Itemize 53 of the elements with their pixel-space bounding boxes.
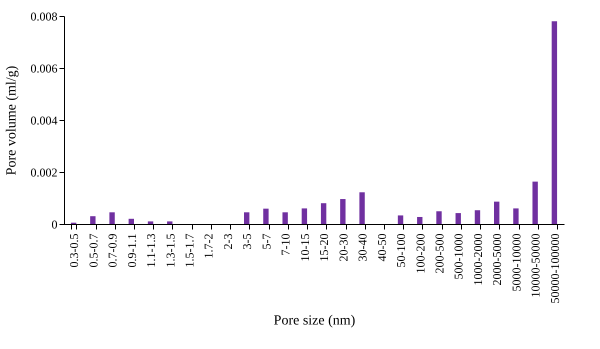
bar (90, 216, 96, 224)
bar (109, 212, 115, 224)
x-tick-label: 0.5-0.7 (86, 234, 100, 268)
x-axis-title: Pore size (nm) (274, 313, 356, 328)
x-tick-label: 7-10 (278, 234, 293, 256)
bar (244, 212, 250, 224)
bar (552, 21, 558, 224)
bar (513, 208, 519, 224)
x-tick-label: 20-30 (336, 234, 350, 262)
bar (494, 202, 500, 224)
bar (474, 210, 480, 224)
x-tick-label: 2-3 (220, 234, 235, 250)
x-tick-label: 5000-10000 (509, 234, 524, 292)
bar (302, 208, 308, 224)
x-tick-label: 1.5-1.7 (182, 234, 196, 268)
x-tick-label: 50-100 (394, 234, 408, 268)
y-tick-label: 0.004 (30, 114, 58, 128)
x-tick-label: 0.7-0.9 (106, 234, 120, 268)
x-tick-label: 50000-100000 (548, 234, 562, 304)
y-tick-label: 0.002 (30, 166, 58, 180)
x-tick-label: 40-50 (374, 234, 389, 262)
bar (456, 213, 461, 224)
x-tick-label: 1.1-1.3 (144, 234, 158, 268)
y-tick-label: 0.006 (30, 62, 58, 76)
bar (359, 192, 365, 224)
x-tick-label: 0.3-0.5 (67, 234, 82, 268)
x-tick-label: 0.9-1.1 (124, 234, 139, 268)
x-tick-label: 500-1000 (452, 234, 466, 280)
x-tick-label: 10000-50000 (528, 234, 543, 298)
x-tick-label: 1000-2000 (470, 234, 485, 286)
x-tick-label: 10-15 (298, 234, 312, 262)
bar (340, 199, 346, 224)
x-tick-label: 30-40 (356, 234, 370, 262)
bar (417, 216, 422, 224)
x-tick-label: 15-20 (317, 234, 332, 262)
x-tick-label: 1.3-1.5 (163, 234, 178, 268)
y-tick-label: 0 (52, 218, 58, 232)
y-axis-title: Pore volume (ml/g) (4, 65, 20, 176)
x-tick-label: 100-200 (413, 234, 428, 274)
bar (398, 215, 404, 224)
x-tick-label: 200-500 (432, 234, 446, 274)
x-tick-label: 5-7 (259, 234, 274, 250)
x-tick-label: 2000-5000 (490, 234, 504, 286)
bar (320, 203, 326, 224)
bar (282, 212, 288, 224)
bar (532, 182, 538, 224)
x-tick-label: 1.7-2 (202, 234, 216, 258)
x-tick-label: 3-5 (240, 234, 254, 250)
bar (128, 218, 134, 224)
y-tick-label: 0.008 (30, 10, 58, 24)
bar (167, 221, 172, 224)
bar (436, 211, 442, 224)
bar (263, 208, 269, 224)
